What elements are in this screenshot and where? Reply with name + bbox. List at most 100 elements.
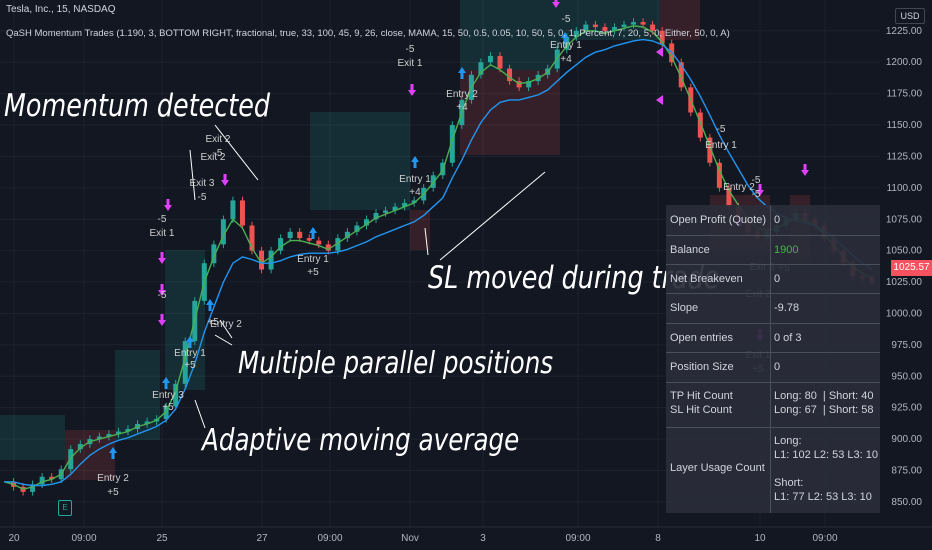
row-label: Open entries bbox=[670, 332, 733, 344]
candle-body bbox=[392, 206, 398, 211]
x-tick-label: 25 bbox=[156, 533, 168, 544]
trade-label: Entry 1 bbox=[297, 254, 329, 265]
trade-label: -5 bbox=[562, 14, 571, 25]
y-tick-label: 900.00 bbox=[891, 434, 922, 445]
row-value: 0 of 3 bbox=[774, 332, 802, 344]
row-value: -9.78 bbox=[774, 302, 800, 314]
y-tick-label: 1225.00 bbox=[886, 26, 923, 37]
row-value: 0 bbox=[774, 214, 781, 226]
y-tick-label: 1075.00 bbox=[886, 214, 923, 225]
y-tick-label: 950.00 bbox=[891, 371, 922, 382]
row-label: Layer Usage Count bbox=[670, 462, 765, 474]
candle-body bbox=[430, 175, 436, 188]
trade-label: Entry 1 bbox=[550, 40, 582, 51]
candle-body bbox=[115, 431, 121, 435]
candle-body bbox=[125, 429, 131, 432]
candle-body bbox=[306, 238, 312, 241]
trade-label: Entry 2 bbox=[97, 473, 129, 484]
earnings-icon[interactable]: E bbox=[58, 500, 72, 516]
candle-body bbox=[220, 219, 226, 245]
exit-arrow-icon bbox=[408, 84, 416, 96]
candle-body bbox=[631, 22, 637, 25]
trade-zone bbox=[310, 112, 410, 210]
candle-body bbox=[211, 244, 217, 264]
table-divider bbox=[770, 205, 771, 513]
trade-label: Entry 2 bbox=[723, 182, 755, 193]
row-label: Slope bbox=[670, 302, 699, 314]
exit-arrow-icon bbox=[221, 174, 229, 186]
entry-arrow-icon bbox=[162, 377, 170, 389]
candle-body bbox=[678, 62, 684, 88]
row-value: L1: 102 L2: 53 L3: 10 bbox=[774, 449, 878, 461]
trade-label: +5 bbox=[207, 317, 219, 328]
candle-body bbox=[707, 137, 713, 163]
x-tick-label: 20 bbox=[8, 533, 20, 544]
exit-arrow-icon bbox=[164, 199, 172, 211]
candle-body bbox=[621, 24, 627, 28]
candle-body bbox=[230, 200, 236, 220]
annotation-momentum: Momentum detected bbox=[4, 88, 271, 124]
y-tick-label: 1150.00 bbox=[887, 120, 923, 131]
row-value: 0 bbox=[774, 273, 781, 285]
exit-arrow-icon bbox=[158, 284, 166, 296]
table-row: TP Hit Count SL Hit Count Long: 80 | Sho… bbox=[666, 382, 880, 428]
exit-arrow-icon bbox=[756, 184, 764, 196]
annotation-pointer bbox=[189, 149, 196, 201]
candle-body bbox=[716, 162, 722, 188]
candle-body bbox=[268, 250, 274, 270]
table-row: Layer Usage Count Long: L1: 102 L2: 53 L… bbox=[666, 427, 880, 513]
candle-body bbox=[573, 30, 579, 38]
trade-label: Exit 1 bbox=[149, 228, 174, 239]
trade-zone bbox=[460, 0, 560, 70]
annotation-adaptive: Adaptive moving average bbox=[202, 423, 520, 458]
candle-body bbox=[611, 27, 617, 31]
trade-label: -5 bbox=[406, 44, 415, 55]
trade-label: +4 bbox=[560, 54, 572, 65]
trade-label: Exit 3 bbox=[189, 178, 214, 189]
annotation-parallel: Multiple parallel positions bbox=[238, 346, 554, 381]
row-value: 1900 bbox=[774, 244, 799, 256]
trade-label: +5 bbox=[162, 402, 174, 413]
candle-body bbox=[173, 383, 179, 407]
row-value: L1: 77 L2: 53 L3: 10 bbox=[774, 491, 872, 503]
x-tick-label: 09:00 bbox=[812, 533, 837, 544]
row-label: SL Hit Count bbox=[670, 404, 732, 416]
trade-label: +5 bbox=[107, 487, 119, 498]
candle-body bbox=[449, 125, 455, 163]
entry-arrow-icon bbox=[109, 447, 117, 459]
exit-arrow-icon bbox=[552, 0, 560, 8]
row-value: Long: 80 | Short: 40 bbox=[774, 390, 874, 402]
fama-line bbox=[4, 38, 873, 487]
y-tick-label: 925.00 bbox=[891, 403, 922, 414]
candle-body bbox=[383, 210, 389, 213]
stats-table: Open Profit (Quote) 0 Balance 1900 Net Bre… bbox=[666, 205, 880, 513]
candle-body bbox=[49, 476, 55, 480]
candle-body bbox=[39, 476, 45, 485]
trade-label: Exit 2 bbox=[205, 134, 230, 145]
candle-body bbox=[726, 187, 732, 207]
row-label: Open Profit (Quote) bbox=[670, 214, 766, 226]
candle-body bbox=[650, 24, 656, 31]
candle-body bbox=[278, 238, 284, 251]
annotation-pointer bbox=[194, 399, 206, 429]
currency-badge[interactable]: USD bbox=[895, 8, 925, 24]
candle-body bbox=[297, 231, 303, 239]
row-label: Balance bbox=[670, 244, 710, 256]
trade-zone bbox=[410, 210, 430, 250]
table-row: Open Profit (Quote) 0 bbox=[666, 205, 880, 236]
annotation-pointer bbox=[439, 171, 546, 261]
trade-label: Entry 1 bbox=[705, 140, 737, 151]
candle-body bbox=[259, 250, 265, 270]
trade-label: +5 bbox=[307, 267, 319, 278]
x-tick-label: Nov bbox=[401, 533, 419, 544]
entry-arrow-icon bbox=[561, 32, 569, 44]
x-tick-label: 10 bbox=[754, 533, 766, 544]
entry-arrow-icon bbox=[186, 336, 194, 348]
candle-body bbox=[402, 202, 408, 207]
x-tick-label: 09:00 bbox=[317, 533, 342, 544]
trade-label: Entry 1 bbox=[174, 348, 206, 359]
exit-arrow-icon bbox=[656, 95, 663, 105]
row-label: Position Size bbox=[670, 361, 734, 373]
candle-body bbox=[507, 68, 513, 82]
candle-body bbox=[659, 30, 665, 44]
